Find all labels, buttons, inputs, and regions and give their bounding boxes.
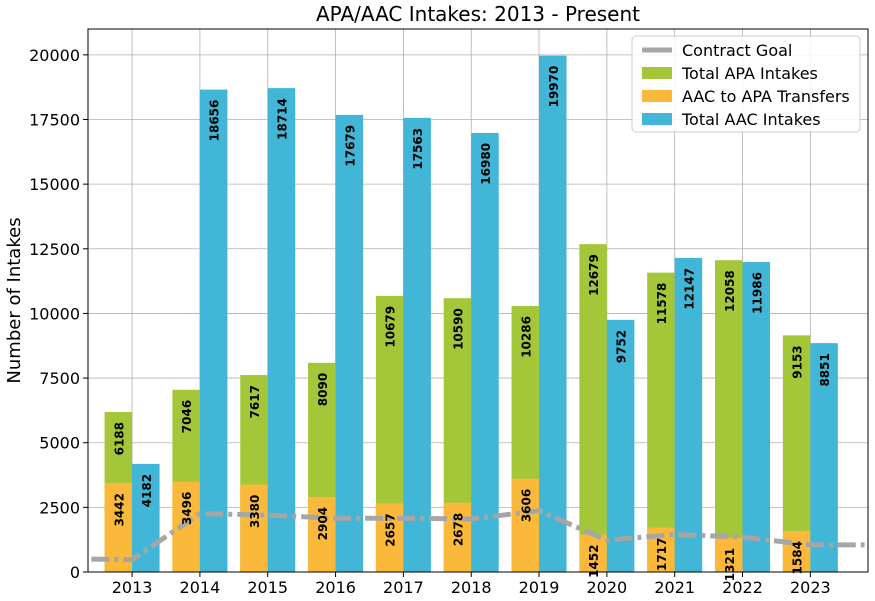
- legend-swatch: [642, 67, 672, 79]
- bar-value-label: 3442: [112, 493, 126, 526]
- bar-aac-to-apa-transfers: [308, 496, 336, 572]
- bar-value-label: 17679: [343, 125, 357, 167]
- bar-value-label: 10286: [519, 316, 533, 358]
- bar-value-labels: 6188 3442 4182 7046 3496 18656 7617 3380 18714 80…: [112, 66, 832, 582]
- x-tick-label: 2023: [790, 578, 831, 597]
- legend-label: Total APA Intakes: [681, 64, 818, 83]
- bar-value-label: 4182: [140, 474, 154, 507]
- legend-label: Total AAC Intakes: [681, 110, 821, 129]
- bar-value-label: 17563: [411, 128, 425, 170]
- bar-value-label: 2678: [451, 513, 465, 546]
- y-tick-label: 20000: [29, 46, 80, 65]
- x-tick-label: 2018: [451, 578, 492, 597]
- y-tick-label: 15000: [29, 175, 80, 194]
- bar-value-label: 9752: [615, 330, 629, 363]
- y-axis-label: Number of Intakes: [4, 217, 25, 383]
- y-tick-label: 10000: [29, 304, 80, 323]
- bar-value-label: 7046: [180, 400, 194, 433]
- bar-value-label: 6188: [112, 422, 126, 455]
- x-tick-label: 2017: [383, 578, 424, 597]
- bar-total-aac-intakes: [471, 132, 499, 572]
- x-tick-label: 2014: [180, 578, 221, 597]
- y-tick-label: 0: [70, 563, 80, 582]
- bar-aac-to-apa-transfers: [715, 537, 743, 572]
- bar-value-label: 19970: [547, 66, 561, 108]
- axis-ticks: 0 2500 5000 7500 10000 12500 15000 17500 20000 20…: [29, 46, 831, 597]
- x-tick-label: 2020: [587, 578, 628, 597]
- bar-value-label: 1321: [723, 548, 737, 581]
- bar-value-label: 11578: [655, 283, 669, 325]
- bar-total-aac-intakes: [199, 89, 228, 573]
- x-tick-label: 2015: [247, 578, 288, 597]
- legend-label: AAC to APA Transfers: [682, 87, 850, 106]
- bar-total-apa-intakes: [647, 272, 675, 572]
- bar-value-label: 8851: [818, 353, 832, 386]
- legend-swatch: [642, 113, 672, 125]
- bar-value-label: 1584: [791, 541, 805, 574]
- legend-swatch: [642, 90, 672, 102]
- x-tick-label: 2022: [722, 578, 763, 597]
- bar-value-label: 1452: [587, 544, 601, 577]
- bar-total-aac-intakes: [267, 88, 296, 572]
- legend-label: Contract Goal: [682, 41, 792, 60]
- legend-box: [631, 35, 861, 133]
- bar-value-label: 1717: [655, 538, 669, 571]
- bar-aac-to-apa-transfers: [240, 484, 268, 572]
- bar-total-aac-intakes: [742, 262, 771, 572]
- bar-value-label: 2904: [316, 507, 330, 540]
- x-tick-label: 2021: [654, 578, 695, 597]
- x-tick-label: 2016: [315, 578, 356, 597]
- y-tick-label: 7500: [39, 369, 80, 388]
- y-tick-label: 12500: [29, 240, 80, 259]
- bar-total-aac-intakes: [539, 55, 567, 572]
- bar-value-label: 11986: [750, 272, 764, 314]
- bar-total-apa-intakes: [715, 260, 743, 572]
- bar-aac-to-apa-transfers: [782, 531, 811, 572]
- bar-value-label: 12679: [587, 254, 601, 296]
- bar-value-label: 18714: [275, 98, 289, 140]
- bar-value-label: 7617: [248, 385, 262, 418]
- bar-value-label: 9153: [791, 345, 805, 378]
- bar-value-label: 10590: [451, 308, 465, 350]
- bar-total-aac-intakes: [810, 343, 838, 572]
- bar-value-label: 3606: [519, 489, 533, 522]
- bar-total-aac-intakes: [335, 114, 364, 572]
- x-tick-label: 2013: [112, 578, 153, 597]
- bar-value-label: 16980: [479, 143, 493, 185]
- y-tick-label: 5000: [39, 434, 80, 453]
- plot-frame: [87, 28, 869, 573]
- bar-series: [104, 55, 838, 573]
- bar-value-label: 8090: [316, 373, 330, 406]
- bar-aac-to-apa-transfers: [511, 478, 540, 572]
- y-tick-label: 17500: [29, 111, 80, 130]
- bar-aac-to-apa-transfers: [579, 534, 607, 572]
- bar-value-label: 3496: [180, 492, 194, 525]
- bar-total-aac-intakes: [606, 319, 635, 572]
- x-tick-label: 2019: [519, 578, 560, 597]
- bar-value-label: 3380: [248, 495, 262, 528]
- y-tick-label: 2500: [39, 498, 80, 517]
- bar-aac-to-apa-transfers: [375, 503, 404, 572]
- bar-value-label: 12147: [682, 268, 696, 310]
- contract-goal-line: [91, 508, 865, 563]
- bar-total-aac-intakes: [674, 257, 703, 572]
- bar-aac-to-apa-transfers: [443, 502, 472, 572]
- chart-title: APA/AAC Intakes: 2013 - Present: [316, 2, 640, 26]
- bar-value-label: 18656: [208, 100, 222, 142]
- contract-goal-line-layer: [91, 508, 865, 563]
- bar-total-apa-intakes: [579, 244, 607, 572]
- bar-value-label: 10679: [384, 306, 398, 348]
- bar-value-label: 2657: [384, 513, 398, 546]
- bar-value-label: 12058: [723, 270, 737, 312]
- legend: Contract Goal Total APA Intakes AAC to APA…: [631, 35, 861, 133]
- bar-total-aac-intakes: [403, 117, 431, 572]
